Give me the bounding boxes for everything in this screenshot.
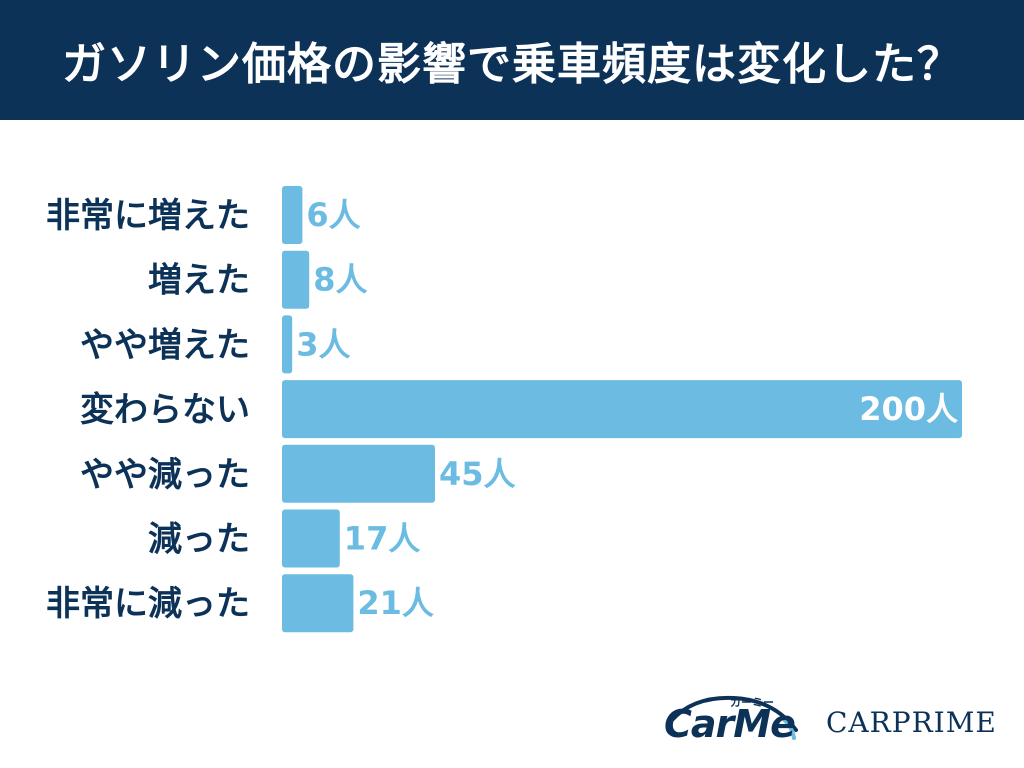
bar <box>282 380 962 439</box>
chart-header: ガソリン価格の影響で乗車頻度は変化した？ <box>0 0 1024 120</box>
category-label: 非常に減った <box>46 584 250 624</box>
category-label: やや減った <box>80 455 250 495</box>
data-label: 3人 <box>296 325 350 363</box>
data-label: 6人 <box>306 196 360 234</box>
chart-title: ガソリン価格の影響で乗車頻度は変化した？ <box>62 39 962 90</box>
bar <box>282 186 303 244</box>
category-label: 非常に増えた <box>46 196 250 236</box>
data-label: 21人 <box>357 584 434 622</box>
bar <box>282 444 435 503</box>
category-label: 変わらない <box>80 390 250 430</box>
category-label: 減った <box>148 520 250 560</box>
bar <box>282 250 310 309</box>
bar <box>282 509 340 568</box>
category-label: やや増えた <box>80 325 250 365</box>
category-label: 増えた <box>148 261 250 301</box>
data-label: 200人 <box>859 390 958 428</box>
data-label: 8人 <box>313 261 367 299</box>
data-label: 17人 <box>344 520 421 558</box>
bar <box>282 315 293 374</box>
data-label: 45人 <box>439 455 516 493</box>
bar <box>282 574 354 633</box>
